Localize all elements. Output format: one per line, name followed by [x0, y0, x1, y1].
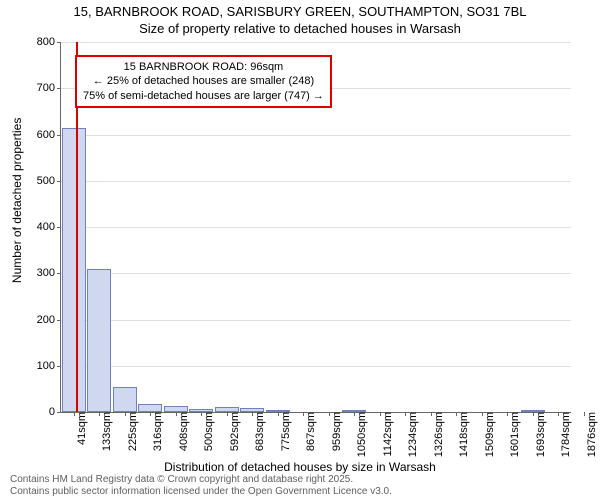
- x-tick-label: 225sqm: [125, 412, 139, 451]
- chart-container: 15, BARNBROOK ROAD, SARISBURY GREEN, SOU…: [0, 0, 600, 500]
- x-tick-label: 959sqm: [329, 412, 343, 451]
- y-axis-label: Number of detached properties: [10, 118, 24, 283]
- y-tick-label: 600: [15, 129, 61, 141]
- x-tick-label: 500sqm: [201, 412, 215, 451]
- x-tick-label: 592sqm: [227, 412, 241, 451]
- title-line-1: 15, BARNBROOK ROAD, SARISBURY GREEN, SOU…: [0, 4, 600, 21]
- y-tick-label: 500: [15, 175, 61, 187]
- gridline: [61, 42, 571, 43]
- x-tick-label: 683sqm: [252, 412, 266, 451]
- x-tick-label: 1418sqm: [456, 412, 470, 457]
- annotation-box: 15 BARNBROOK ROAD: 96sqm ← 25% of detach…: [75, 55, 332, 108]
- x-tick-label: 1050sqm: [354, 412, 368, 457]
- y-tick-label: 400: [15, 221, 61, 233]
- x-tick-label: 133sqm: [99, 412, 113, 451]
- gridline: [61, 135, 571, 136]
- x-tick-label: 1693sqm: [533, 412, 547, 457]
- y-tick-label: 300: [15, 267, 61, 279]
- y-tick-label: 200: [15, 314, 61, 326]
- footer-line-1: Contains HM Land Registry data © Crown c…: [10, 474, 392, 486]
- x-tick-label: 1234sqm: [405, 412, 419, 457]
- y-tick-label: 0: [15, 406, 61, 418]
- histogram-bar: [62, 128, 86, 412]
- annotation-line-1: 15 BARNBROOK ROAD: 96sqm: [83, 60, 324, 74]
- x-tick-label: 1142sqm: [380, 412, 394, 456]
- chart-title: 15, BARNBROOK ROAD, SARISBURY GREEN, SOU…: [0, 0, 600, 38]
- x-tick-label: 1601sqm: [507, 412, 521, 457]
- x-tick-label: 775sqm: [278, 412, 292, 451]
- histogram-bar: [138, 404, 162, 412]
- footer-line-2: Contains public sector information licen…: [10, 486, 392, 498]
- gridline: [61, 227, 571, 228]
- x-tick-label: 1509sqm: [482, 412, 496, 457]
- y-tick-label: 800: [15, 36, 61, 48]
- annotation-line-2: ← 25% of detached houses are smaller (24…: [83, 74, 324, 88]
- x-tick-label: 316sqm: [150, 412, 164, 451]
- histogram-bar: [87, 269, 111, 412]
- y-tick-label: 100: [15, 360, 61, 372]
- x-tick-label: 1784sqm: [558, 412, 572, 457]
- histogram-bar: [113, 387, 137, 412]
- gridline: [61, 366, 571, 367]
- y-tick-label: 700: [15, 82, 61, 94]
- title-line-2: Size of property relative to detached ho…: [0, 21, 600, 38]
- x-axis-label: Distribution of detached houses by size …: [0, 460, 600, 474]
- x-tick-label: 1326sqm: [431, 412, 445, 457]
- gridline: [61, 181, 571, 182]
- x-tick-label: 41sqm: [74, 412, 88, 445]
- annotation-line-3: 75% of semi-detached houses are larger (…: [83, 89, 324, 103]
- x-tick-label: 867sqm: [303, 412, 317, 451]
- footer-attribution: Contains HM Land Registry data © Crown c…: [10, 474, 392, 498]
- x-tick-label: 1876sqm: [584, 412, 598, 457]
- gridline: [61, 273, 571, 274]
- gridline: [61, 320, 571, 321]
- x-tick-label: 408sqm: [176, 412, 190, 451]
